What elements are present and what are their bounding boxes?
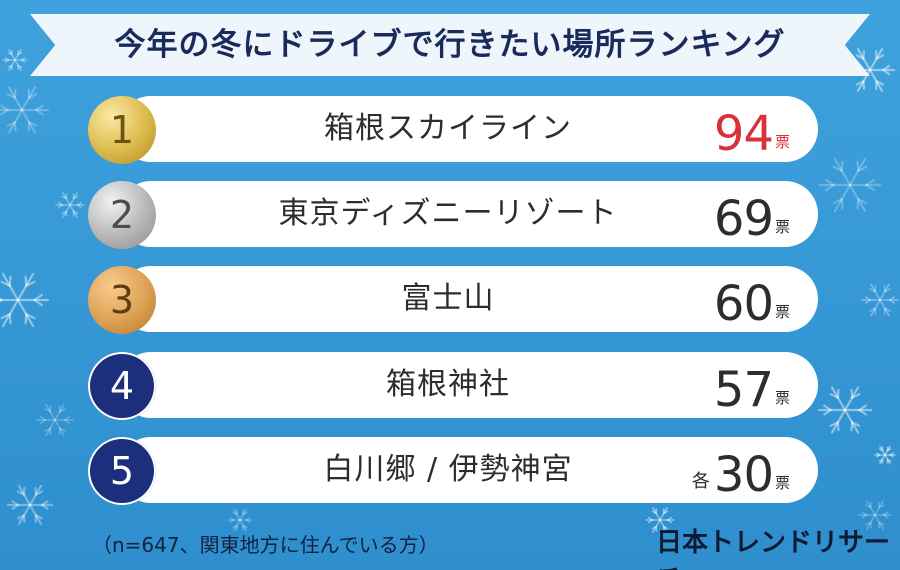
vote-count: 60 票	[714, 272, 790, 330]
rank-badge: 2	[88, 181, 156, 249]
ranking-row: 4 箱根神社 57 票	[88, 352, 818, 420]
place-name: 東京ディズニーリゾート	[278, 196, 618, 231]
snowflake-icon	[6, 484, 54, 526]
rank-badge: 3	[88, 266, 156, 334]
vote-number: 30	[713, 447, 774, 503]
snowflake-icon	[818, 157, 882, 213]
ranking-row-background	[118, 181, 818, 247]
vote-count: 57 票	[714, 358, 790, 416]
chart-title: 今年の冬にドライブで行きたい場所ランキング	[114, 27, 786, 63]
snowflake-icon	[0, 86, 50, 134]
snowflake-icon	[36, 403, 74, 437]
rank-badge: 1	[88, 96, 156, 164]
vote-unit: 票	[774, 474, 790, 492]
vote-number: 94	[713, 106, 774, 162]
snowflake-icon	[227, 508, 253, 532]
sample-footnote: （n=647、関東地方に住んでいる方）	[92, 533, 439, 557]
vote-unit: 票	[774, 218, 790, 236]
rank-badge: 5	[88, 437, 156, 505]
title-banner	[30, 14, 870, 76]
snowflake-icon	[0, 272, 50, 328]
place-name: 白川郷 / 伊勢神宮	[323, 452, 573, 487]
vote-unit: 票	[774, 303, 790, 321]
snowflake-icon	[874, 445, 896, 465]
ranking-row: 2 東京ディズニーリゾート 69 票	[88, 181, 818, 249]
vote-number: 60	[713, 276, 774, 332]
ranking-row-background	[118, 96, 818, 162]
vote-number: 57	[713, 362, 774, 418]
snowflake-icon	[817, 386, 873, 434]
vote-number: 69	[713, 191, 774, 247]
each-prefix: 各	[691, 471, 710, 492]
ranking-row: 1 箱根スカイライン 94 票	[88, 96, 818, 164]
rank-badge: 4	[88, 352, 156, 420]
vote-count: 各 30 票	[692, 443, 790, 501]
ranking-row: 5 白川郷 / 伊勢神宮各 30 票	[88, 437, 818, 505]
ranking-row-background	[118, 266, 818, 332]
vote-count: 94 票	[714, 102, 790, 160]
place-name: 箱根神社	[386, 367, 510, 402]
vote-count: 69 票	[714, 187, 790, 245]
snowflake-icon	[861, 283, 899, 317]
vote-unit: 票	[774, 133, 790, 151]
place-name: 富士山	[401, 281, 495, 316]
brand-logo-text: 日本トレンドリサーチ	[656, 528, 891, 570]
ranking-row: 3 富士山 60 票	[88, 266, 818, 334]
ranking-row-background	[118, 352, 818, 418]
place-name: 箱根スカイライン	[324, 111, 572, 146]
snowflake-icon	[55, 192, 85, 218]
ranking-row-background	[118, 437, 818, 503]
vote-unit: 票	[774, 389, 790, 407]
